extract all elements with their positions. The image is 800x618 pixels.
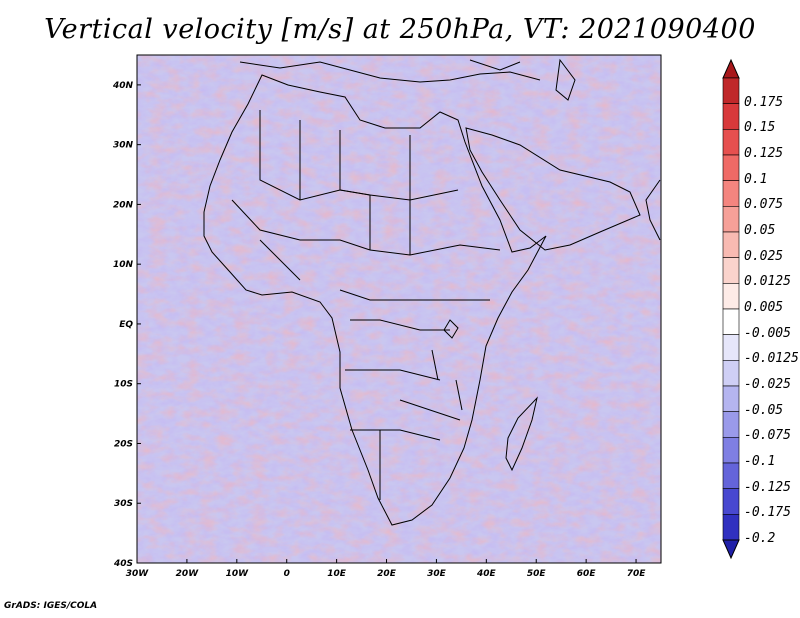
colorbar-swatch <box>722 385 740 412</box>
colorbar-swatch <box>722 437 740 464</box>
colorbar-swatch <box>722 206 740 233</box>
colorbar-swatch <box>722 77 740 104</box>
colorbar-level-label: 0.005 <box>744 300 784 315</box>
colorbar-level-label: -0.175 <box>744 505 791 521</box>
colorbar-level-label: -0.075 <box>744 428 791 444</box>
colorbar-swatch <box>722 283 740 310</box>
arabia-coastline <box>465 127 641 251</box>
colorbar-swatch <box>722 180 740 207</box>
colorbar-level-label: -0.05 <box>744 402 784 418</box>
colorbar-under-arrow <box>722 539 740 560</box>
y-tick-label: 40N <box>112 81 134 91</box>
x-tick-label: 30W <box>126 569 150 579</box>
y-tick-label: 10N <box>113 260 134 270</box>
x-tick-label: 10W <box>226 569 250 579</box>
africa-coastline <box>203 74 547 526</box>
grads-credit: GrADS: IGES/COLA <box>4 601 98 611</box>
colorbar-level-label: -0.0125 <box>744 351 799 367</box>
y-tick-label: 40S <box>113 559 133 569</box>
colorbar-swatch <box>722 103 740 130</box>
colorbar-swatch <box>722 308 740 335</box>
longitude-axis: 30W 20W 10W 0 10E 20E 30E 40E 50E 60E 70E <box>126 559 646 579</box>
colorbar-swatch <box>722 334 740 361</box>
x-tick-label: 70E <box>627 569 647 579</box>
x-tick-label: 20E <box>377 569 397 579</box>
colorbar-level-label: 0.1 <box>744 171 768 187</box>
x-tick-label: 0 <box>284 569 290 579</box>
colorbar-swatch <box>722 411 740 438</box>
colorbar-swatch <box>722 257 740 284</box>
colorbar-swatch <box>722 514 740 541</box>
colorbar-level-label: -0.125 <box>744 479 791 495</box>
y-tick-label: 30S <box>114 499 133 509</box>
x-tick-label: 30E <box>427 569 447 579</box>
x-tick-label: 10E <box>327 569 347 579</box>
colorbar-swatch <box>722 231 740 258</box>
colorbar-level-label: -0.2 <box>744 531 776 546</box>
y-tick-label: 10S <box>114 380 133 390</box>
colorbar-level-label: 0.0125 <box>744 274 791 290</box>
latitude-axis: 40N 30N 20N 10N EQ 10S 20S 30S 40S <box>112 81 141 569</box>
y-tick-label: 30N <box>113 141 134 151</box>
colorbar-level-label: 0.125 <box>744 146 784 161</box>
colorbar-level-label: -0.025 <box>744 377 791 392</box>
colorbar-over-arrow <box>722 58 740 79</box>
colorbar-level-label: -0.005 <box>744 325 791 341</box>
colorbar-level-label: -0.1 <box>744 454 776 469</box>
y-tick-label: 20N <box>113 200 134 210</box>
y-tick-label: 20S <box>114 439 133 449</box>
india-coastline <box>645 179 661 241</box>
plot-frame <box>136 54 662 564</box>
madagascar-coastline <box>505 396 538 472</box>
colorbar-swatch <box>722 154 740 181</box>
x-tick-label: 50E <box>527 569 547 579</box>
colorbar-swatch <box>722 360 740 387</box>
colorbar-level-label: 0.05 <box>744 223 776 238</box>
europe-coastline <box>239 61 541 83</box>
colorbar <box>722 58 740 560</box>
colorbar-swatch <box>722 488 740 515</box>
y-tick-label: EQ <box>119 320 133 330</box>
x-tick-label: 40E <box>476 569 497 579</box>
colorbar-level-label: 0.175 <box>744 94 784 110</box>
colorbar-swatch <box>722 462 740 489</box>
x-tick-label: 20W <box>176 569 200 579</box>
colorbar-swatch <box>722 129 740 156</box>
colorbar-level-label: 0.15 <box>744 120 776 136</box>
colorbar-level-label: 0.075 <box>744 197 784 213</box>
colorbar-level-label: 0.025 <box>744 248 784 264</box>
coastlines-and-borders <box>203 58 661 526</box>
x-tick-label: 60E <box>577 569 597 579</box>
field-shading <box>137 55 661 563</box>
map-title: Vertical velocity [m/s] at 250hPa, VT: 2… <box>44 14 756 45</box>
